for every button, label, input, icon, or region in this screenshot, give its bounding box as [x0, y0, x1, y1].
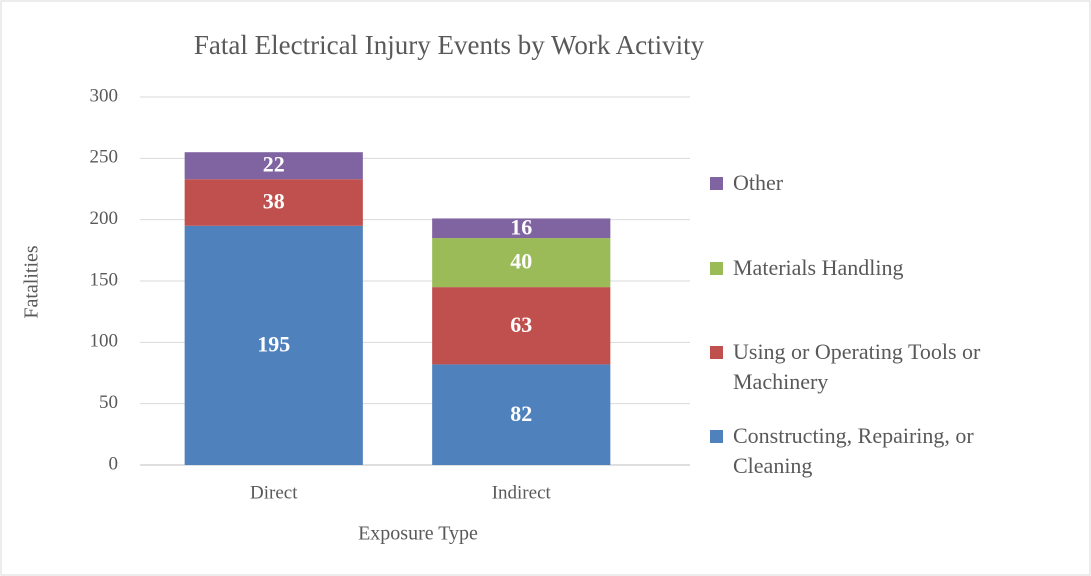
x-tick-label: Indirect [492, 482, 552, 503]
legend-label: Constructing, Repairing, or Cleaning [733, 423, 974, 478]
data-label: 63 [510, 312, 532, 337]
legend-swatch [710, 177, 723, 190]
x-axis-label: Exposure Type [358, 523, 478, 545]
y-tick-label: 50 [99, 392, 118, 413]
y-tick-label: 250 [90, 147, 119, 168]
chart-title: Fatal Electrical Injury Events by Work A… [194, 30, 705, 60]
data-label: 16 [510, 214, 532, 239]
legend-swatch [710, 430, 723, 443]
y-tick-label: 100 [90, 331, 119, 352]
bar-segment [432, 238, 611, 288]
legend-label: Materials Handling [733, 255, 904, 280]
y-tick-label: 300 [90, 85, 119, 106]
data-label: 82 [510, 401, 532, 426]
legend-label: Other [733, 170, 784, 195]
y-axis-label: Fatalities [21, 245, 43, 319]
bar-segment [184, 225, 363, 465]
bar-segment [432, 218, 611, 239]
y-tick-label: 0 [109, 453, 119, 474]
data-label: 22 [263, 152, 285, 177]
y-tick-label: 150 [90, 269, 119, 290]
data-label: 195 [257, 331, 290, 356]
data-label: 38 [263, 189, 285, 214]
bar-segment [184, 179, 363, 226]
bar-segment [184, 152, 363, 180]
x-tick-label: Direct [250, 482, 298, 503]
legend-label: Using or Operating Tools or Machinery [733, 339, 981, 394]
y-tick-label: 200 [90, 208, 119, 229]
bar-segment [432, 364, 611, 465]
legend-swatch [710, 262, 723, 275]
data-label: 40 [510, 249, 532, 274]
bar-segment [432, 287, 611, 365]
legend-swatch [710, 346, 723, 359]
